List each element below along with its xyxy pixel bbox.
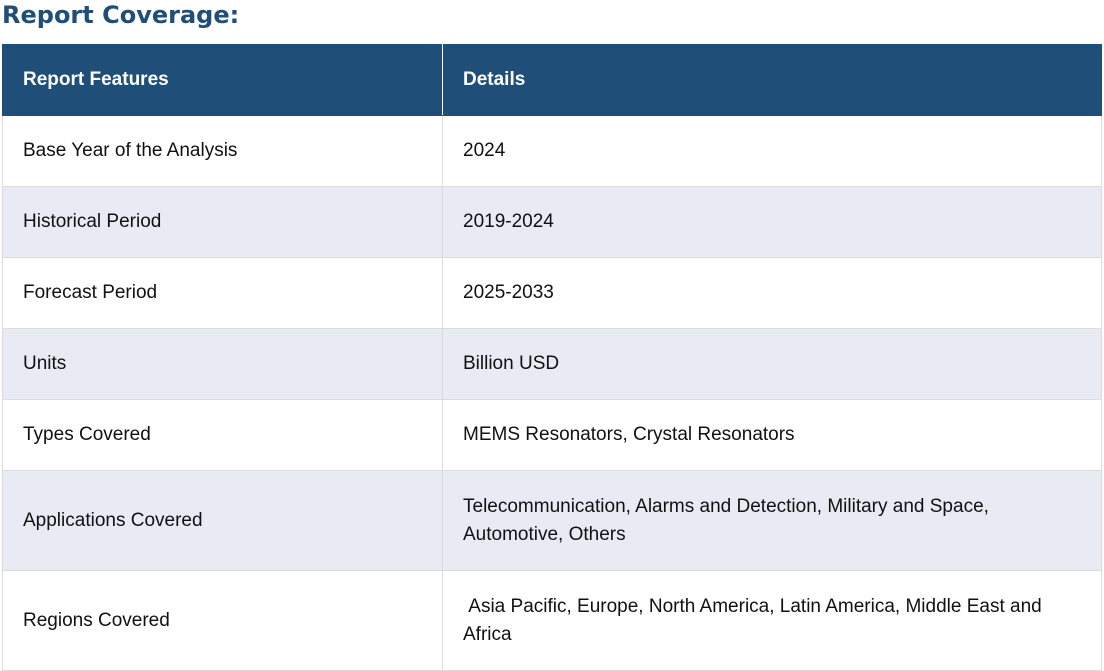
table-row: Regions Covered Asia Pacific, Europe, No…	[2, 570, 1102, 671]
feature-cell: Types Covered	[2, 399, 443, 471]
feature-cell: Applications Covered	[2, 470, 443, 571]
details-cell: Telecommunication, Alarms and Detection,…	[442, 470, 1102, 571]
feature-cell: Forecast Period	[2, 257, 443, 329]
table-row: Units Billion USD	[2, 328, 1102, 400]
table-row: Base Year of the Analysis 2024	[2, 115, 1102, 187]
header-details: Details	[442, 44, 1102, 116]
feature-cell: Base Year of the Analysis	[2, 115, 443, 187]
feature-cell: Historical Period	[2, 186, 443, 258]
table-row: Applications Covered Telecommunication, …	[2, 470, 1102, 571]
feature-cell: Units	[2, 328, 443, 400]
details-cell: MEMS Resonators, Crystal Resonators	[442, 399, 1102, 471]
table-header-row: Report Features Details	[2, 44, 1102, 116]
details-cell: Asia Pacific, Europe, North America, Lat…	[442, 570, 1102, 671]
feature-cell: Regions Covered	[2, 570, 443, 671]
details-cell: 2024	[442, 115, 1102, 187]
table-row: Forecast Period 2025-2033	[2, 257, 1102, 329]
report-coverage-table: Report Features Details Base Year of the…	[2, 44, 1102, 671]
table-row: Types Covered MEMS Resonators, Crystal R…	[2, 399, 1102, 471]
header-report-features: Report Features	[2, 44, 443, 116]
details-cell: Billion USD	[442, 328, 1102, 400]
table-row: Historical Period 2019-2024	[2, 186, 1102, 258]
report-coverage-heading: Report Coverage:	[2, 1, 240, 29]
details-cell: 2025-2033	[442, 257, 1102, 329]
details-cell: 2019-2024	[442, 186, 1102, 258]
